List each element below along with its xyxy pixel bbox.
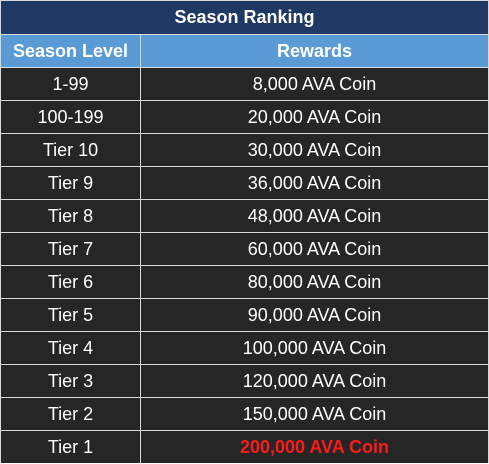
table-row: Tier 6 80,000 AVA Coin [1,266,488,298]
reward-cell: 80,000 AVA Coin [141,266,488,298]
reward-cell: 60,000 AVA Coin [141,233,488,265]
table-row: Tier 2 150,000 AVA Coin [1,398,488,430]
reward-cell: 150,000 AVA Coin [141,398,488,430]
table-row: Tier 10 30,000 AVA Coin [1,134,488,166]
level-cell: 100-199 [1,101,140,133]
level-cell: Tier 8 [1,200,140,232]
level-cell: Tier 9 [1,167,140,199]
level-cell: Tier 10 [1,134,140,166]
reward-cell: 120,000 AVA Coin [141,365,488,397]
table-row: Tier 1 200,000 AVA Coin [1,431,488,463]
table-header-row: Season Level Rewards [1,35,488,67]
reward-cell: 48,000 AVA Coin [141,200,488,232]
reward-cell: 30,000 AVA Coin [141,134,488,166]
table-row: Tier 9 36,000 AVA Coin [1,167,488,199]
reward-cell: 36,000 AVA Coin [141,167,488,199]
level-cell: Tier 3 [1,365,140,397]
level-cell: Tier 5 [1,299,140,331]
table-row: Tier 4 100,000 AVA Coin [1,332,488,364]
reward-cell: 8,000 AVA Coin [141,68,488,100]
level-cell: Tier 4 [1,332,140,364]
reward-cell: 100,000 AVA Coin [141,332,488,364]
level-cell: Tier 2 [1,398,140,430]
table-row: 100-199 20,000 AVA Coin [1,101,488,133]
header-season-level: Season Level [1,35,140,67]
table-title: Season Ranking [1,1,488,34]
table-row: Tier 5 90,000 AVA Coin [1,299,488,331]
reward-cell: 90,000 AVA Coin [141,299,488,331]
level-cell: Tier 1 [1,431,140,463]
level-cell: Tier 7 [1,233,140,265]
reward-cell: 20,000 AVA Coin [141,101,488,133]
table-row: 1-99 8,000 AVA Coin [1,68,488,100]
reward-cell-highlight: 200,000 AVA Coin [141,431,488,463]
level-cell: Tier 6 [1,266,140,298]
level-cell: 1-99 [1,68,140,100]
table-body: 1-99 8,000 AVA Coin 100-199 20,000 AVA C… [1,68,488,464]
table-row: Tier 7 60,000 AVA Coin [1,233,488,265]
table-row: Tier 8 48,000 AVA Coin [1,200,488,232]
table-row: Tier 3 120,000 AVA Coin [1,365,488,397]
header-rewards: Rewards [141,35,488,67]
